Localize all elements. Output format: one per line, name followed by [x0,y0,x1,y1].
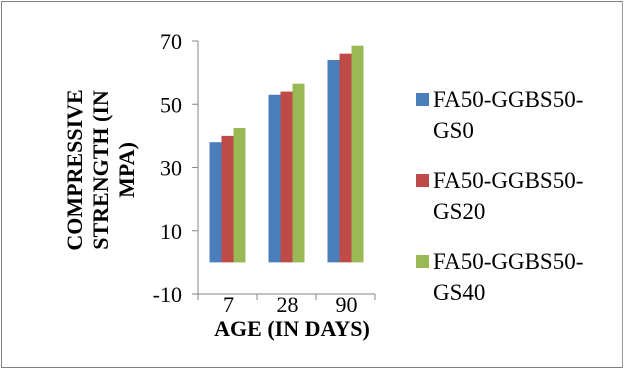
bars [209,45,364,263]
y-axis-title-line-1: COMPRESSIVE [62,89,87,250]
y-tick-label: -10 [153,282,182,307]
y-tick-label: 70 [160,29,182,54]
axes [192,40,376,300]
bar-FA50-GGBS50-GS40-7 [233,127,246,263]
legend-label: GS0 [433,118,474,143]
bar-FA50-GGBS50-GS0-28 [268,94,281,263]
legend-label: FA50-GGBS50- [433,87,583,112]
x-tick-label: 7 [223,292,234,317]
bar-FA50-GGBS50-GS40-90 [351,45,364,263]
y-tick-label: 50 [160,92,182,117]
legend-swatch [416,255,429,268]
legend-label: GS20 [433,199,485,224]
y-tick-label: 10 [160,219,182,244]
bar-FA50-GGBS50-GS40-28 [292,83,305,263]
bar-FA50-GGBS50-GS20-28 [280,91,293,263]
legend-label: FA50-GGBS50- [433,168,583,193]
legend-label: GS40 [433,280,485,305]
y-tick-labels: -10 10 30 50 70 [153,29,182,307]
legend-swatch [416,174,429,187]
bar-FA50-GGBS50-GS0-7 [209,142,222,263]
x-tick-label: 28 [277,292,299,317]
x-axis-title: AGE (IN DAYS) [214,316,370,341]
x-tick-label: 90 [336,292,358,317]
y-axis-title-line-2: STRENGTH (IN [88,90,113,250]
chart-frame: COMPRESSIVE STRENGTH (IN MPA) -10 10 30 50 7… [1,1,623,368]
bar-FA50-GGBS50-GS20-7 [221,135,234,263]
bar-FA50-GGBS50-GS0-90 [327,59,340,263]
x-tick-labels: 7 28 90 [223,292,358,317]
y-axis-title-line-3: MPA) [114,142,139,198]
y-axis-title: COMPRESSIVE STRENGTH (IN MPA) [62,89,139,250]
bar-FA50-GGBS50-GS20-90 [339,53,352,263]
y-tick-label: 30 [160,156,182,181]
legend-swatch [416,93,429,106]
legend: FA50-GGBS50- GS0 FA50-GGBS50- GS20 FA50-GGBS… [416,87,583,305]
legend-label: FA50-GGBS50- [433,249,583,274]
